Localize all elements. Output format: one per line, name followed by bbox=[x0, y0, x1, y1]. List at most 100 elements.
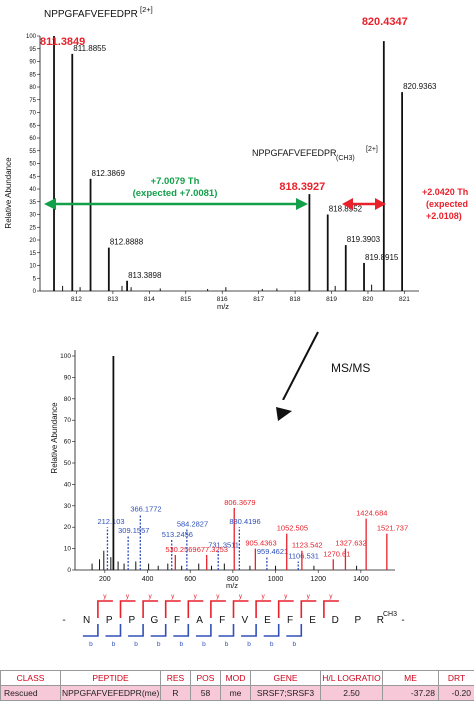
ms1-y-tick-label: 70 bbox=[29, 111, 36, 117]
ms2-peak-label: 959.4621 bbox=[257, 547, 288, 556]
ms1-peak-label: 812.3869 bbox=[92, 169, 126, 178]
ms1-shift-arrow-head-right bbox=[296, 198, 308, 210]
ms2-peak-label: 1270.61 bbox=[323, 549, 350, 558]
msms-label: MS/MS bbox=[331, 361, 370, 375]
ms2-y-tick-label: 20 bbox=[64, 524, 72, 531]
y-ion-label: y bbox=[329, 593, 333, 600]
sequence-residue: V bbox=[241, 615, 248, 626]
ms2-y-tick-label: 90 bbox=[64, 374, 72, 381]
ms2-y-tick-label: 100 bbox=[60, 353, 71, 360]
ms1-spectrum: NPPGFAFVEFEDPR [2+] NPPGFAFVEFEDPR (CH3)… bbox=[4, 5, 468, 311]
b-ion-label: b bbox=[112, 641, 116, 648]
b-ion-bracket bbox=[128, 624, 144, 637]
ms1-x-tick-label: 815 bbox=[180, 296, 191, 303]
ms1-x-axis-label: m/z bbox=[217, 302, 229, 311]
b-ion-bracket bbox=[82, 624, 99, 637]
y-ion-bracket bbox=[187, 600, 204, 618]
ms2-peak-label: 1424.684 bbox=[356, 509, 387, 518]
header-logratio: H/L LOGRATIO bbox=[320, 670, 383, 686]
ms1-y-tick-label: 10 bbox=[29, 264, 36, 270]
sequence-residue: N bbox=[83, 615, 90, 626]
header-gene: GENE bbox=[250, 670, 321, 686]
sequence-residue: R bbox=[377, 615, 384, 626]
y-ion-bracket bbox=[277, 600, 294, 618]
y-ion-bracket bbox=[300, 600, 317, 618]
ms2-x-tick-label: 1000 bbox=[268, 576, 284, 583]
ms1-y-tick-label: 85 bbox=[29, 72, 36, 78]
ms1-y-tick-label: 75 bbox=[29, 98, 36, 104]
cell-logratio: 2.50 bbox=[320, 685, 383, 701]
b-ion-label: b bbox=[247, 641, 251, 648]
y-ion-label: y bbox=[103, 593, 107, 600]
ms1-x-tick-label: 819 bbox=[326, 296, 337, 303]
ms1-methyl-arrow-head-left bbox=[342, 198, 353, 210]
ms2-peak-label: 1106.531 bbox=[288, 551, 319, 560]
ms2-peak-label: 513.2456 bbox=[162, 530, 193, 539]
y-ion-label: y bbox=[171, 593, 175, 600]
sequence-residue: A bbox=[196, 615, 203, 626]
ms1-y-tick-label: 60 bbox=[29, 136, 36, 142]
b-ion-label: b bbox=[202, 641, 206, 648]
b-ion-bracket bbox=[218, 624, 235, 637]
ms1-heavy-charge: [2+] bbox=[366, 146, 378, 153]
ms1-heavy-mod: (CH3) bbox=[336, 155, 355, 162]
b-ion-label: b bbox=[225, 641, 229, 648]
y-ion-label: y bbox=[307, 593, 311, 600]
ms2-peak-label: 212.103 bbox=[97, 517, 124, 526]
ms1-y-tick-label: 95 bbox=[29, 47, 36, 53]
sequence-residue: - bbox=[401, 615, 404, 626]
table-header-row: CLASS PEPTIDE RES POS MOD GENE H/L LOGRA… bbox=[0, 670, 474, 686]
y-ion-label: y bbox=[148, 593, 152, 600]
sequence-residue: F bbox=[174, 615, 180, 626]
ms2-peak-label: 731.3511 bbox=[208, 541, 239, 550]
cell-pos: 58 bbox=[190, 685, 221, 701]
ms1-y-tick-label: 5 bbox=[33, 276, 37, 282]
sequence-residue: D bbox=[332, 615, 339, 626]
ms1-y-tick-label: 35 bbox=[29, 200, 36, 206]
ms1-y-tick-label: 45 bbox=[29, 174, 36, 180]
ms1-y-tick-label: 65 bbox=[29, 123, 36, 129]
b-ion-label: b bbox=[292, 641, 296, 648]
y-ion-label: y bbox=[239, 593, 243, 600]
ms2-x-tick-label: 200 bbox=[99, 576, 111, 583]
ms2-peak-label: 677.3253 bbox=[197, 545, 228, 554]
b-ion-label: b bbox=[89, 641, 93, 648]
ms1-y-tick-label: 100 bbox=[26, 34, 37, 40]
ms1-x-tick-label: 818 bbox=[290, 296, 301, 303]
ms1-y-tick-label: 40 bbox=[29, 187, 36, 193]
sequence-residue: P bbox=[354, 615, 361, 626]
sequence-residue: E bbox=[309, 615, 316, 626]
b-ion-bracket bbox=[241, 624, 257, 637]
y-ion-label: y bbox=[261, 593, 265, 600]
ms1-shift-text-1: +7.0079 Th bbox=[151, 176, 200, 187]
ms1-methyl-text-1: +2.0420 Th bbox=[422, 187, 468, 197]
ms1-peak-label: 819.8915 bbox=[365, 253, 399, 262]
msms-arrow-region: MS/MS bbox=[282, 331, 370, 400]
sequence-residue: F bbox=[287, 615, 293, 626]
sequence-residue: P bbox=[106, 615, 113, 626]
ms2-peak-label: 1123.542 bbox=[292, 541, 323, 550]
y-ion-bracket bbox=[142, 600, 159, 618]
y-ion-bracket bbox=[97, 600, 113, 618]
header-class: CLASS bbox=[0, 670, 61, 686]
ms1-y-tick-label: 90 bbox=[29, 60, 36, 66]
ms1-light-charge: [2+] bbox=[140, 5, 153, 14]
ms1-peak-label: 813.3898 bbox=[128, 271, 162, 280]
ms2-x-axis-label: m/z bbox=[226, 581, 238, 590]
cell-drt: -0.20 bbox=[438, 685, 474, 701]
y-ion-bracket bbox=[210, 600, 226, 618]
header-mod: MOD bbox=[220, 670, 251, 686]
msms-arrow-shaft bbox=[282, 331, 319, 400]
ms1-methyl-arrow-head-right bbox=[375, 198, 386, 210]
ms1-peak-label: 811.8855 bbox=[73, 44, 106, 53]
ms1-peak-label: 812.8888 bbox=[110, 238, 144, 247]
ms1-shift-arrow-head-left bbox=[44, 198, 56, 210]
ms2-y-tick-label: 50 bbox=[64, 460, 72, 467]
ms1-y-tick-label: 25 bbox=[29, 225, 36, 231]
ms1-x-tick-label: 816 bbox=[217, 296, 228, 303]
ms1-shift-text-2: (expected +7.0081) bbox=[133, 188, 218, 199]
ms2-y-tick-label: 60 bbox=[64, 439, 72, 446]
ms1-y-tick-label: 80 bbox=[29, 85, 36, 91]
ms2-peak-label: 1521.737 bbox=[377, 524, 408, 533]
y-ion-label: y bbox=[126, 593, 130, 600]
